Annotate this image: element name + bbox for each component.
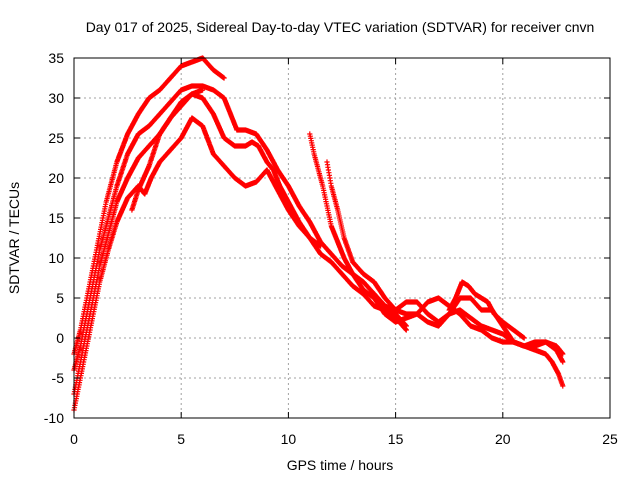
axis-ticks: 0 5 10 15 20 25 -10 -5 0 5 10 15 20 25 30 35 (44, 50, 618, 447)
x-tick-label: 10 (281, 431, 297, 447)
series-track-4 (71, 115, 324, 413)
x-tick-label: 20 (495, 431, 511, 447)
y-tick-label: 20 (48, 170, 64, 186)
series-track-9 (446, 279, 527, 341)
series-track-2 (71, 83, 409, 373)
series-track-8 (371, 291, 566, 389)
data-marker-track-7 (324, 159, 566, 365)
data-marker-track-8 (371, 291, 566, 389)
y-tick-label: 25 (48, 130, 64, 146)
x-tick-label: 5 (177, 431, 185, 447)
data-marker-track-4 (71, 115, 324, 413)
y-tick-label: -5 (52, 370, 65, 386)
series-track-3 (71, 91, 409, 397)
y-axis-label: SDTVAR / TECUs (6, 182, 22, 294)
chart-title: Day 017 of 2025, Sidereal Day-to-day VTE… (86, 19, 595, 35)
y-tick-label: -10 (44, 410, 64, 426)
y-tick-label: 10 (48, 250, 64, 266)
y-tick-label: 30 (48, 90, 64, 106)
series-track-5 (129, 87, 206, 213)
data-marker-track-5 (129, 87, 206, 213)
series-track-7 (324, 159, 566, 365)
data-marker-track-2 (71, 83, 409, 373)
x-tick-label: 0 (70, 431, 78, 447)
data-marker-track-3 (71, 91, 409, 397)
data-points (71, 55, 566, 413)
data-marker-track-9 (446, 279, 527, 341)
y-tick-label: 5 (56, 290, 64, 306)
x-axis-label: GPS time / hours (287, 457, 394, 473)
y-tick-label: 35 (48, 50, 64, 66)
y-tick-label: 0 (56, 330, 64, 346)
plot-frame (73, 57, 611, 419)
x-tick-label: 25 (602, 431, 618, 447)
x-tick-label: 15 (388, 431, 404, 447)
y-tick-label: 15 (48, 210, 64, 226)
